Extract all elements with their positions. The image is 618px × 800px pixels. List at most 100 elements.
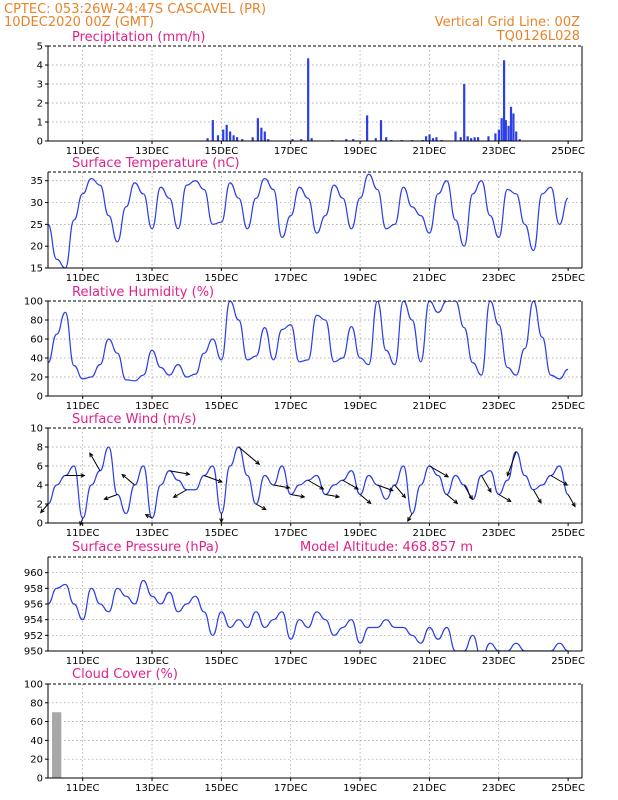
x-tick-label: 15DEC: [205, 146, 239, 157]
panel-title: Surface Temperature (nC): [72, 156, 240, 171]
x-tick-label: 19DEC: [343, 401, 377, 412]
header-model-code: TQ0126L028: [496, 29, 580, 44]
wind-arrowhead: [444, 473, 450, 478]
header-grid-line: Vertical Grid Line: 00Z: [435, 15, 580, 30]
wind-arrow: [307, 479, 324, 490]
panel-title: Surface Wind (m/s): [72, 412, 196, 427]
wind-arrowhead: [261, 506, 267, 511]
wind-arrow: [255, 503, 267, 511]
x-tick-label: 23DEC: [482, 528, 516, 539]
x-tick-label: 17DEC: [274, 401, 308, 412]
cloud-bar: [52, 712, 62, 778]
wind-arrow: [446, 494, 458, 504]
x-tick-label: 25DEC: [551, 401, 585, 412]
wind-arrow: [359, 494, 371, 504]
y-tick-label: 5: [37, 42, 43, 53]
precip-bar: [512, 113, 515, 141]
wind-arrowhead: [506, 471, 511, 477]
precip-bar: [235, 137, 239, 141]
wind-arrow: [89, 452, 101, 471]
precip-bar: [473, 137, 476, 141]
y-tick-label: 20: [30, 755, 43, 766]
wind-arrowhead: [468, 495, 473, 501]
series-line: [48, 173, 569, 268]
wind-arrow: [567, 494, 576, 507]
wind-arrowhead: [89, 452, 94, 458]
precip-bar: [379, 120, 383, 141]
x-tick-label: 23DEC: [482, 401, 516, 412]
x-tick-label: 21DEC: [413, 528, 447, 539]
x-tick-label: 19DEC: [343, 146, 377, 157]
y-tick-label: 8: [37, 443, 43, 454]
y-tick-label: 4: [37, 61, 43, 72]
y-tick-label: 950: [24, 647, 43, 658]
precip-bar: [424, 136, 428, 141]
wind-arrowhead: [144, 514, 150, 519]
wind-arrowhead: [366, 499, 372, 505]
x-tick-label: 23DEC: [482, 783, 516, 794]
header-run-date: 10DEC2020 00Z (GMT): [4, 15, 154, 30]
wind-arrowhead: [285, 485, 291, 490]
y-tick-label: 60: [30, 335, 43, 346]
wind-arrow: [550, 475, 568, 486]
x-tick-label: 23DEC: [482, 656, 516, 667]
panel-3: Relative Humidity (%) 0 20 40 60 80 100 11DEC 13…: [24, 285, 585, 412]
series-line: [48, 446, 569, 519]
y-tick-label: 25: [30, 220, 43, 231]
precip-bar: [385, 137, 388, 141]
precip-bar: [216, 135, 220, 141]
y-tick-label: 4: [37, 481, 43, 492]
precip-bar: [487, 136, 490, 141]
precip-bar: [476, 137, 480, 141]
wind-arrowhead: [217, 478, 223, 483]
x-tick-label: 15DEC: [205, 401, 239, 412]
x-tick-label: 13DEC: [135, 656, 169, 667]
series-line: [48, 301, 569, 382]
precip-bar: [431, 138, 435, 141]
wind-arrow: [121, 474, 136, 486]
precip-bar: [211, 120, 214, 141]
precip-bar: [509, 106, 513, 141]
precip-bar: [435, 137, 438, 141]
series-line: [48, 579, 569, 651]
precip-bar: [500, 118, 503, 141]
precip-bar: [225, 124, 228, 141]
y-tick-label: 40: [30, 354, 43, 365]
precip-bar: [428, 134, 431, 141]
precip-bar: [470, 138, 473, 141]
y-tick-label: 2: [37, 99, 43, 110]
precip-bar: [310, 138, 313, 141]
wind-arrowhead: [388, 487, 394, 492]
x-tick-label: 25DEC: [551, 783, 585, 794]
panel-4: Surface Wind (m/s) 0 2 4 6 8 10 11DEC 13DEC 15DEC…: [30, 412, 585, 539]
wind-arrowhead: [401, 493, 407, 499]
y-tick-label: 80: [30, 698, 43, 709]
x-tick-label: 11DEC: [66, 146, 100, 157]
precip-bar: [267, 139, 270, 141]
y-tick-label: 0: [37, 392, 43, 403]
wind-arrow: [325, 494, 340, 498]
precip-bar: [291, 139, 294, 141]
wind-arrowhead: [40, 508, 45, 514]
y-tick-label: 6: [37, 462, 43, 473]
x-tick-label: 11DEC: [66, 783, 100, 794]
x-tick-label: 11DEC: [66, 528, 100, 539]
wind-arrow: [463, 484, 473, 500]
wind-arrow: [173, 489, 187, 498]
precip-bar: [518, 139, 521, 141]
wind-arrowhead: [185, 471, 191, 476]
panel-1: Precipitation (mm/h) 0 1 2 3 4 5 11DEC 13DEC 15DE…: [37, 30, 585, 157]
precip-bar: [374, 138, 377, 141]
precip-bar: [260, 127, 263, 141]
wind-arrow: [79, 518, 84, 526]
wind-arrow: [377, 484, 393, 492]
precip-bar: [241, 139, 244, 141]
y-tick-label: 0: [37, 137, 43, 148]
precip-bar: [229, 131, 232, 141]
wind-arrowhead: [319, 485, 325, 490]
precip-bar: [504, 120, 507, 141]
panel-5: Surface Pressure (hPa) Model Altitude: 46…: [24, 540, 585, 667]
x-tick-label: 17DEC: [274, 783, 308, 794]
wind-arrow: [169, 470, 190, 475]
x-tick-label: 19DEC: [343, 273, 377, 284]
